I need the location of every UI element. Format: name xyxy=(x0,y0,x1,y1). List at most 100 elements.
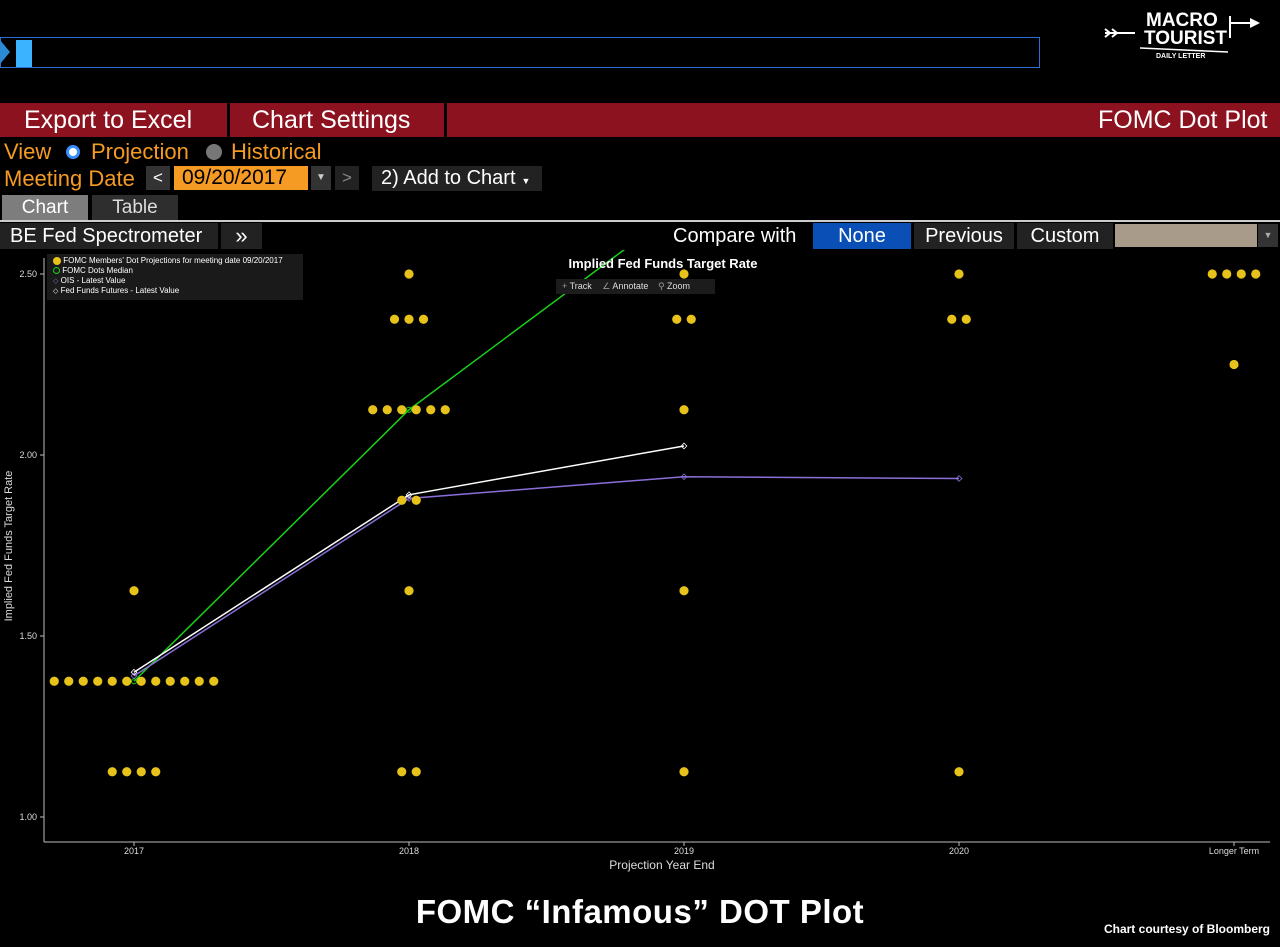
fomc-dot xyxy=(1236,269,1246,279)
annotate-button[interactable]: Annotate xyxy=(612,281,649,291)
legend-item: FOMC Dots Median xyxy=(53,266,303,276)
next-date-button[interactable]: > xyxy=(335,166,359,190)
fomc-dot xyxy=(404,314,414,324)
fomc-dot xyxy=(122,676,132,686)
projection-label[interactable]: Projection xyxy=(91,139,189,164)
fomc-dot xyxy=(129,586,139,596)
logo-line2: TOURIST xyxy=(1144,28,1228,49)
date-dropdown-icon[interactable]: ▼ xyxy=(311,166,331,190)
command-line[interactable] xyxy=(0,37,1040,68)
fomc-dot xyxy=(107,676,117,686)
fomc-dot xyxy=(411,495,421,505)
chart-legend: FOMC Members' Dot Projections for meetin… xyxy=(47,254,303,300)
custom-select[interactable] xyxy=(1115,224,1257,247)
fomc-dot xyxy=(382,405,392,415)
historical-radio[interactable] xyxy=(206,144,222,160)
y-tick-label: 1.00 xyxy=(19,812,37,822)
historical-label[interactable]: Historical xyxy=(231,139,322,164)
x-tick-label: 2019 xyxy=(674,846,694,856)
tab-chart[interactable]: Chart xyxy=(2,195,88,220)
crosshair-icon[interactable]: + xyxy=(562,281,568,291)
fomc-dot xyxy=(440,405,450,415)
meeting-date-label: Meeting Date xyxy=(4,166,135,191)
tab-table[interactable]: Table xyxy=(92,195,178,220)
compare-custom-button[interactable]: Custom xyxy=(1017,223,1113,249)
x-tick-label: 2018 xyxy=(399,846,419,856)
fomc-dot xyxy=(1229,359,1239,370)
fomc-dot xyxy=(679,767,689,777)
logo-arrow-icon xyxy=(1104,16,1260,53)
legend-item: FOMC Members' Dot Projections for meetin… xyxy=(53,256,303,266)
fomc-dot xyxy=(397,405,407,415)
chart-credit: Chart courtesy of Bloomberg xyxy=(1103,922,1270,936)
projection-radio[interactable] xyxy=(66,145,80,159)
expand-icon[interactable]: » xyxy=(221,223,262,249)
fomc-dot xyxy=(954,767,964,777)
logo-tag: DAILY LETTER xyxy=(1156,53,1206,60)
ois-line-point xyxy=(955,475,963,482)
fomc-dot xyxy=(93,676,103,686)
fomc-dot xyxy=(122,767,132,777)
fomc-dot xyxy=(404,269,414,279)
fomc-dot xyxy=(64,676,74,686)
caption: FOMC “Infamous” DOT Plot xyxy=(415,893,865,930)
fomc-dot xyxy=(107,767,117,777)
legend-futures-icon: ◇ xyxy=(53,288,59,295)
meeting-date-field[interactable]: 09/20/2017 xyxy=(174,166,308,190)
y-tick-label: 2.00 xyxy=(19,450,37,460)
custom-dropdown-icon[interactable]: ▼ xyxy=(1258,224,1278,247)
x-axis-label: Projection Year End xyxy=(609,858,714,872)
command-cursor xyxy=(16,40,32,67)
zoom-button[interactable]: Zoom xyxy=(667,281,691,291)
previous-date-button[interactable]: < xyxy=(146,166,170,190)
fomc-dot xyxy=(679,405,689,415)
median-line xyxy=(133,250,626,682)
futures-line xyxy=(133,445,685,673)
fomc-dot xyxy=(947,314,957,324)
chart-settings-button[interactable]: Chart Settings xyxy=(252,103,411,137)
compare-none-button[interactable]: None xyxy=(813,223,911,249)
fomc-dot xyxy=(151,676,161,686)
legend-label: FOMC Members' Dot Projections for meetin… xyxy=(63,256,283,265)
fomc-dot xyxy=(397,495,407,505)
legend-item: ◇ OIS - Latest Value xyxy=(53,276,303,286)
track-button[interactable]: Track xyxy=(569,281,592,291)
logo-line1: MACRO xyxy=(1146,10,1218,31)
fomc-dot xyxy=(368,405,378,415)
ois-line xyxy=(133,475,960,677)
fomc-dot xyxy=(411,405,421,415)
chart-dots xyxy=(49,269,1261,777)
median-point xyxy=(406,406,412,413)
fomc-dot xyxy=(672,314,682,324)
compare-previous-button[interactable]: Previous xyxy=(914,223,1014,249)
fomc-dot xyxy=(679,269,689,279)
export-excel-button[interactable]: Export to Excel xyxy=(24,103,193,137)
fomc-dot xyxy=(136,767,146,777)
fomc-dot xyxy=(404,586,414,596)
tab-divider xyxy=(0,220,1280,222)
menu-divider xyxy=(444,103,447,137)
pencil-icon[interactable]: ∠ xyxy=(602,281,611,291)
y-axis-label: Implied Fed Funds Target Rate xyxy=(3,471,15,622)
y-tick-label: 2.50 xyxy=(19,269,37,279)
legend-label: OIS - Latest Value xyxy=(60,276,126,285)
fomc-dot xyxy=(78,676,88,686)
add-to-chart-label: 2) Add to Chart xyxy=(381,167,516,189)
spectrometer-button[interactable]: BE Fed Spectrometer xyxy=(0,223,218,249)
fomc-dot xyxy=(411,767,421,777)
fomc-dot xyxy=(389,314,400,324)
x-tick-label: 2017 xyxy=(124,846,144,856)
menu-divider xyxy=(227,103,230,137)
fomc-dot xyxy=(165,676,175,686)
fomc-dot xyxy=(397,767,407,777)
fomc-dot xyxy=(1207,269,1217,279)
magnifier-icon[interactable]: ⚲ xyxy=(657,281,665,291)
fomc-dot xyxy=(686,314,696,324)
x-tick-label: Longer Term xyxy=(1209,846,1259,856)
chart-tools: + Track ∠ Annotate ⚲ Zoom xyxy=(556,279,715,294)
page-title: FOMC Dot Plot xyxy=(1098,103,1268,137)
legend-dot-icon xyxy=(53,256,61,265)
fomc-dot xyxy=(151,767,161,777)
x-tick-label: 2020 xyxy=(949,846,969,856)
add-to-chart-button[interactable]: 2) Add to Chart ▼ xyxy=(372,166,542,191)
